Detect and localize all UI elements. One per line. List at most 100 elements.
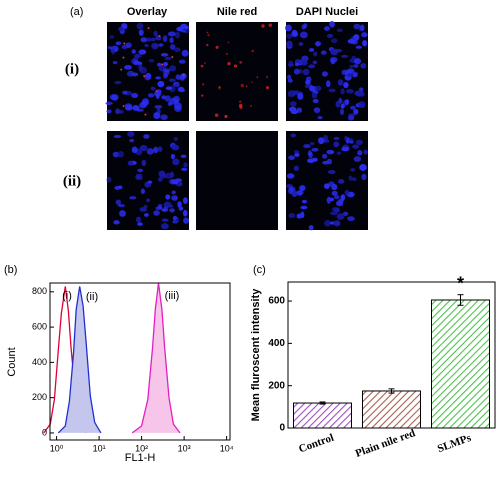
- nucleus: [329, 211, 338, 215]
- nucleus: [164, 95, 171, 102]
- nucleus: [350, 105, 356, 110]
- row-label: (i): [65, 61, 79, 77]
- nucleus: [169, 44, 176, 50]
- stain: [266, 76, 269, 79]
- nucleus: [349, 140, 354, 144]
- nucleus: [350, 167, 356, 172]
- nucleus: [137, 222, 143, 226]
- nucleus: [328, 181, 335, 187]
- nucleus: [353, 71, 359, 78]
- nucleus: [344, 189, 350, 196]
- nucleus: [153, 112, 161, 120]
- nucleus: [323, 139, 330, 143]
- nucleus: [308, 151, 313, 159]
- nucleus: [309, 142, 315, 146]
- nucleus: [299, 185, 306, 192]
- nucleus: [323, 134, 329, 141]
- nucleus: [296, 107, 303, 113]
- bar: [293, 402, 352, 429]
- nucleus: [148, 59, 155, 63]
- nucleus: [321, 71, 328, 77]
- nucleus: [182, 209, 188, 217]
- nucleus: [336, 213, 345, 220]
- nucleus: [111, 48, 116, 55]
- y-tick-label: 400: [268, 338, 285, 349]
- nucleus: [311, 92, 318, 99]
- nucleus: [105, 101, 113, 105]
- stain: [261, 24, 265, 28]
- nucleus: [181, 49, 189, 57]
- nucleus: [126, 70, 135, 77]
- nucleus: [122, 90, 128, 95]
- stain: [251, 81, 253, 83]
- nucleus: [336, 200, 344, 207]
- nucleus: [353, 23, 361, 30]
- nucleus: [140, 37, 148, 43]
- nucleus: [317, 116, 323, 120]
- nucleus: [320, 50, 327, 55]
- nucleus: [355, 90, 360, 96]
- nucleus: [353, 156, 362, 162]
- nucleus: [147, 93, 155, 98]
- nucleus: [347, 38, 356, 44]
- nucleus: [180, 154, 187, 158]
- nucleus: [117, 150, 124, 158]
- y-axis-label: Mean fluroscent intensity: [250, 288, 262, 422]
- nucleus: [288, 186, 296, 192]
- y-tick-label: 600: [32, 321, 47, 331]
- y-tick-label: 400: [32, 357, 47, 367]
- nucleus: [340, 88, 345, 95]
- nucleus: [125, 104, 133, 111]
- nucleus: [311, 147, 319, 152]
- nucleus: [157, 203, 163, 209]
- stain: [144, 113, 147, 116]
- nucleus: [288, 213, 296, 219]
- plot-frame: [49, 282, 231, 441]
- nucleus: [171, 144, 180, 151]
- stain: [239, 61, 243, 64]
- nucleus: [287, 74, 292, 80]
- nucleus: [113, 134, 122, 138]
- y-axis-label: Count: [6, 347, 18, 376]
- stain: [265, 86, 269, 90]
- nucleus: [304, 84, 310, 89]
- nucleus: [135, 173, 141, 180]
- nucleus: [163, 70, 170, 76]
- stain: [201, 94, 204, 97]
- nucleus: [352, 177, 357, 182]
- nucleus: [329, 20, 335, 28]
- stain: [122, 105, 125, 108]
- stain: [240, 83, 244, 88]
- nucleus: [341, 146, 350, 152]
- nucleus: [170, 153, 175, 160]
- nucleus: [301, 199, 308, 204]
- nucleus: [300, 60, 308, 66]
- nucleus: [337, 179, 345, 184]
- nucleus: [314, 85, 322, 92]
- nucleus: [308, 64, 316, 69]
- nucleus: [162, 35, 168, 43]
- row-label: (ii): [63, 173, 81, 189]
- nucleus: [144, 43, 149, 48]
- nucleus: [298, 42, 304, 46]
- stain: [171, 55, 174, 58]
- nucleus: [145, 72, 152, 79]
- nucleus: [361, 173, 367, 181]
- nucleus: [336, 28, 343, 33]
- nucleus: [360, 63, 367, 69]
- annotation: *: [457, 273, 464, 293]
- nucleus: [158, 43, 164, 47]
- nucleus: [123, 65, 132, 70]
- nucleus: [330, 58, 336, 65]
- nucleus: [324, 26, 330, 31]
- nucleus: [165, 194, 171, 200]
- nucleus: [300, 211, 305, 219]
- nucleus: [157, 80, 165, 88]
- nucleus: [353, 34, 360, 41]
- nucleus: [289, 101, 297, 107]
- nucleus: [333, 141, 340, 148]
- nucleus: [292, 90, 300, 96]
- x-tick-label: 10²: [135, 443, 148, 453]
- nucleus: [161, 218, 169, 222]
